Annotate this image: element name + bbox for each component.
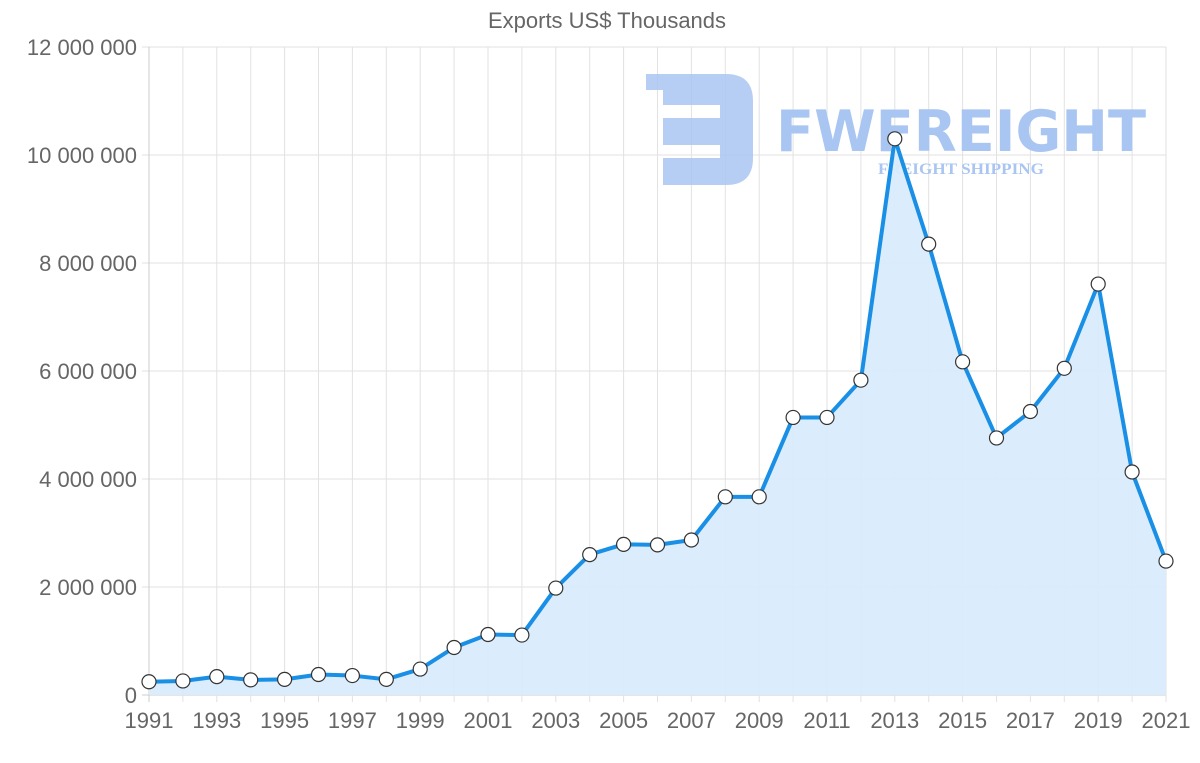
data-point[interactable] — [1124, 464, 1140, 480]
y-tick-label: 8 000 000 — [39, 251, 137, 276]
watermark: FWFREIGHT FREIGHT SHIPPING — [646, 74, 1146, 185]
data-point[interactable] — [887, 131, 903, 147]
data-point[interactable] — [988, 430, 1005, 446]
data-point[interactable] — [446, 639, 462, 656]
y-tick-label: 4 000 000 — [39, 467, 137, 492]
data-point[interactable] — [378, 671, 394, 687]
x-tick-label: 2011 — [803, 708, 850, 733]
y-tick-label: 2 000 000 — [39, 575, 137, 600]
data-point[interactable] — [480, 626, 496, 643]
data-point[interactable] — [1090, 276, 1106, 292]
x-tick-label: 1995 — [260, 708, 309, 733]
watermark-brand: FWFREIGHT — [776, 99, 1146, 165]
y-tick-label: 6 000 000 — [39, 359, 137, 384]
area-fill — [149, 138, 1166, 696]
x-tick-label: 2013 — [870, 708, 919, 733]
x-tick-label: 2001 — [464, 708, 513, 733]
data-point[interactable] — [1022, 403, 1039, 420]
x-tick-label: 2007 — [667, 708, 716, 733]
area-fill-path — [149, 138, 1166, 696]
x-tick-label: 2017 — [1006, 708, 1055, 733]
x-tick-label: 2021 — [1142, 708, 1191, 733]
data-point[interactable] — [243, 672, 259, 688]
data-point[interactable] — [819, 409, 835, 426]
data-point[interactable] — [209, 669, 225, 685]
data-point[interactable] — [412, 661, 428, 677]
data-point[interactable] — [683, 532, 700, 548]
data-point[interactable] — [615, 536, 632, 552]
data-point[interactable] — [1056, 360, 1072, 376]
data-point[interactable] — [514, 627, 530, 643]
chart-title: Exports US$ Thousands — [487, 8, 727, 33]
data-point[interactable] — [141, 674, 157, 690]
watermark-tagline: FREIGHT SHIPPING — [878, 161, 1045, 178]
data-point[interactable] — [785, 409, 801, 426]
data-point[interactable] — [853, 372, 869, 388]
data-point[interactable] — [649, 537, 666, 553]
x-tick-label: 2003 — [531, 708, 580, 733]
data-point[interactable] — [582, 546, 598, 563]
data-point[interactable] — [954, 354, 971, 370]
x-tick-label: 1997 — [328, 708, 377, 733]
y-tick-label: 10 000 000 — [27, 143, 137, 168]
y-tick-label: 12 000 000 — [27, 35, 137, 60]
x-tick-label: 2015 — [938, 708, 987, 733]
data-point[interactable] — [751, 489, 767, 505]
x-axis: 1991 1993 1995 1997 1999 2001 2003 2005 2007 2009… — [125, 708, 1191, 733]
x-tick-label: 2005 — [599, 708, 648, 733]
data-point[interactable] — [277, 671, 293, 687]
data-points — [141, 131, 1174, 690]
x-tick-label: 2019 — [1074, 708, 1123, 733]
data-point[interactable] — [1158, 553, 1174, 569]
data-point[interactable] — [921, 236, 937, 252]
data-point[interactable] — [175, 673, 191, 689]
y-axis: 0 2 000 000 4 000 000 6 000 000 8 000 000 10 … — [27, 35, 137, 708]
y-tick-label: 0 — [125, 683, 137, 708]
fwfreight-logo-icon — [646, 74, 753, 185]
x-tick-label: 1991 — [125, 708, 174, 733]
x-tick-label: 1999 — [396, 708, 445, 733]
data-point[interactable] — [548, 580, 564, 596]
x-tick-label: 1993 — [192, 708, 241, 733]
x-tick-label: 2009 — [735, 708, 784, 733]
data-point[interactable] — [344, 667, 360, 684]
data-point[interactable] — [717, 489, 733, 505]
data-point[interactable] — [310, 666, 327, 683]
